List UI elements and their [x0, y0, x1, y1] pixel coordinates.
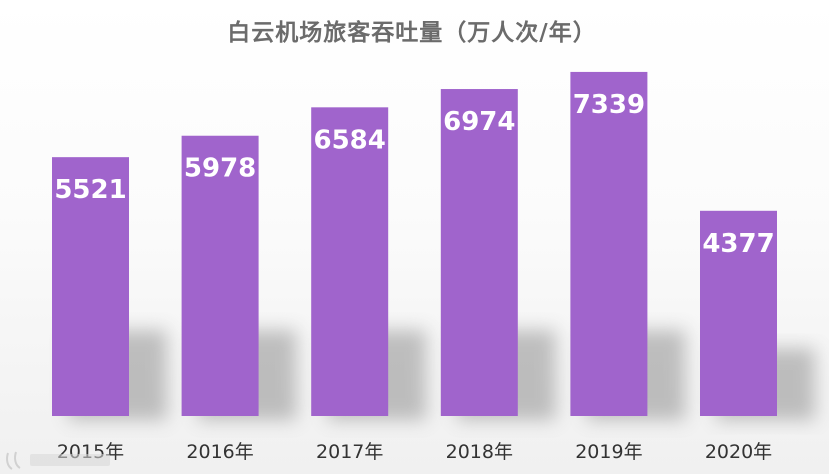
bar-value-label: 7339 [573, 90, 645, 120]
watermark-logo-icon [6, 451, 110, 470]
x-tick-label: 2020年 [705, 441, 772, 463]
bar-value-label: 6974 [443, 107, 515, 137]
bar-value-labels: 5521 5978 6584 6974 7339 4377 [54, 90, 774, 259]
bars [52, 71, 777, 416]
bar-value-label: 4377 [702, 229, 774, 259]
bar-2015年[interactable] [52, 157, 129, 416]
bar-2017年[interactable] [311, 107, 389, 416]
bar-2016年[interactable] [181, 135, 259, 416]
x-tick-label: 2017年 [316, 441, 383, 463]
x-tick-label: 2019年 [575, 441, 642, 463]
x-tick-label: 2018年 [446, 441, 513, 463]
bar-2020年[interactable] [700, 210, 777, 416]
chart-title: 白云机场旅客吞吐量（万人次/年） [227, 19, 596, 46]
bar-2019年[interactable] [570, 71, 648, 416]
x-tick-label: 2016年 [186, 441, 253, 463]
bar-2018年[interactable] [440, 89, 518, 416]
bar-value-label: 5521 [54, 175, 126, 205]
x-axis-tick-labels: 2015年 2016年 2017年 2018年 2019年 2020年 [57, 441, 772, 463]
bar-value-label: 6584 [314, 125, 386, 155]
bar-value-label: 5978 [184, 154, 256, 184]
